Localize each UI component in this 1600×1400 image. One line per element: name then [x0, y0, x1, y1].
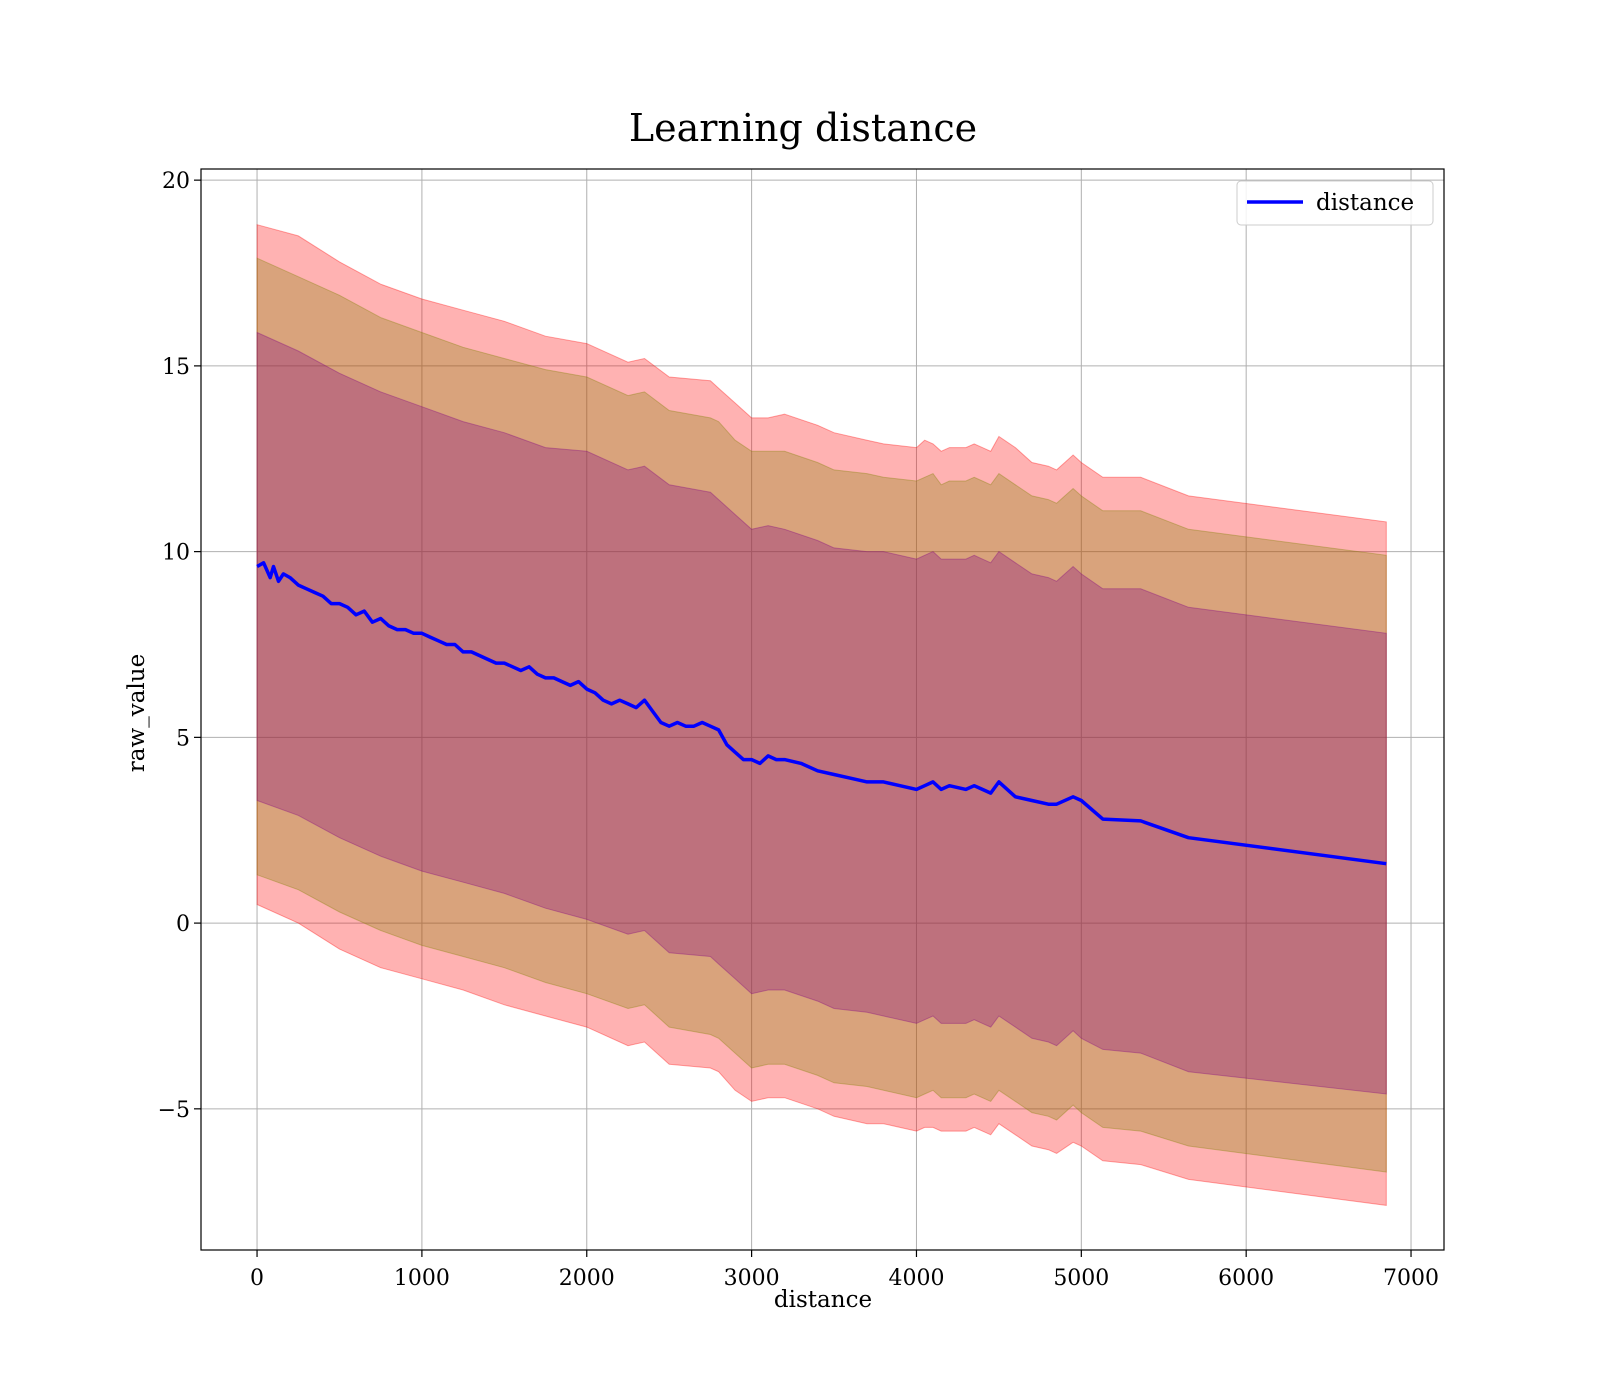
legend: distance [1236, 180, 1434, 226]
legend-box [1236, 180, 1434, 226]
chart-title: Learning distance [629, 106, 977, 150]
grid [201, 169, 1444, 1250]
series-line-distance [256, 561, 1387, 866]
y-tick-label: 5 [176, 726, 190, 751]
x-tick-label: 1000 [394, 1266, 450, 1291]
plot-frame [200, 168, 1445, 1251]
confidence-bands [256, 224, 1387, 1206]
x-tick-label: 2000 [559, 1266, 615, 1291]
y-tick-label: −5 [158, 1098, 190, 1123]
y-axis-label: raw_value [124, 654, 150, 772]
x-tick-label: 0 [250, 1266, 264, 1291]
x-tick-label: 6000 [1218, 1266, 1274, 1291]
x-tick-label: 4000 [888, 1266, 944, 1291]
x-tick-label: 5000 [1053, 1266, 1109, 1291]
y-tick-label: 10 [162, 541, 190, 566]
series-lines [256, 561, 1387, 866]
legend-label-distance: distance [1316, 190, 1414, 216]
y-tick-label: 20 [162, 169, 190, 194]
y-tick-label: 15 [162, 355, 190, 380]
x-axis-label: distance [774, 1287, 872, 1313]
x-tick-label: 7000 [1383, 1266, 1439, 1291]
band-outer [256, 224, 1387, 1206]
band-middle [256, 257, 1387, 1173]
x-axis-ticks: 0 1000 2000 3000 4000 5000 6000 7000 [250, 1250, 1439, 1291]
y-tick-label: 0 [176, 912, 190, 937]
band-inner [256, 331, 1387, 1095]
x-tick-label: 3000 [724, 1266, 780, 1291]
y-axis-ticks: −5 0 5 10 15 20 [158, 169, 201, 1123]
